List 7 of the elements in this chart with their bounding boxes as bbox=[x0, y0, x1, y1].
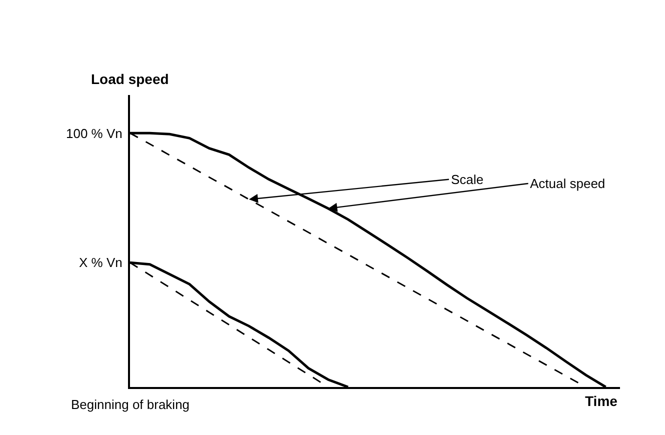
annotation: Actual speed bbox=[530, 176, 606, 191]
y-axis-title: Load speed bbox=[91, 71, 169, 87]
x-axis-title: Time bbox=[585, 393, 618, 409]
text: Beginning of braking bbox=[71, 397, 190, 412]
annotation: Scale bbox=[451, 172, 484, 187]
text: 100 % Vn bbox=[66, 126, 122, 141]
text: X % Vn bbox=[79, 255, 122, 270]
